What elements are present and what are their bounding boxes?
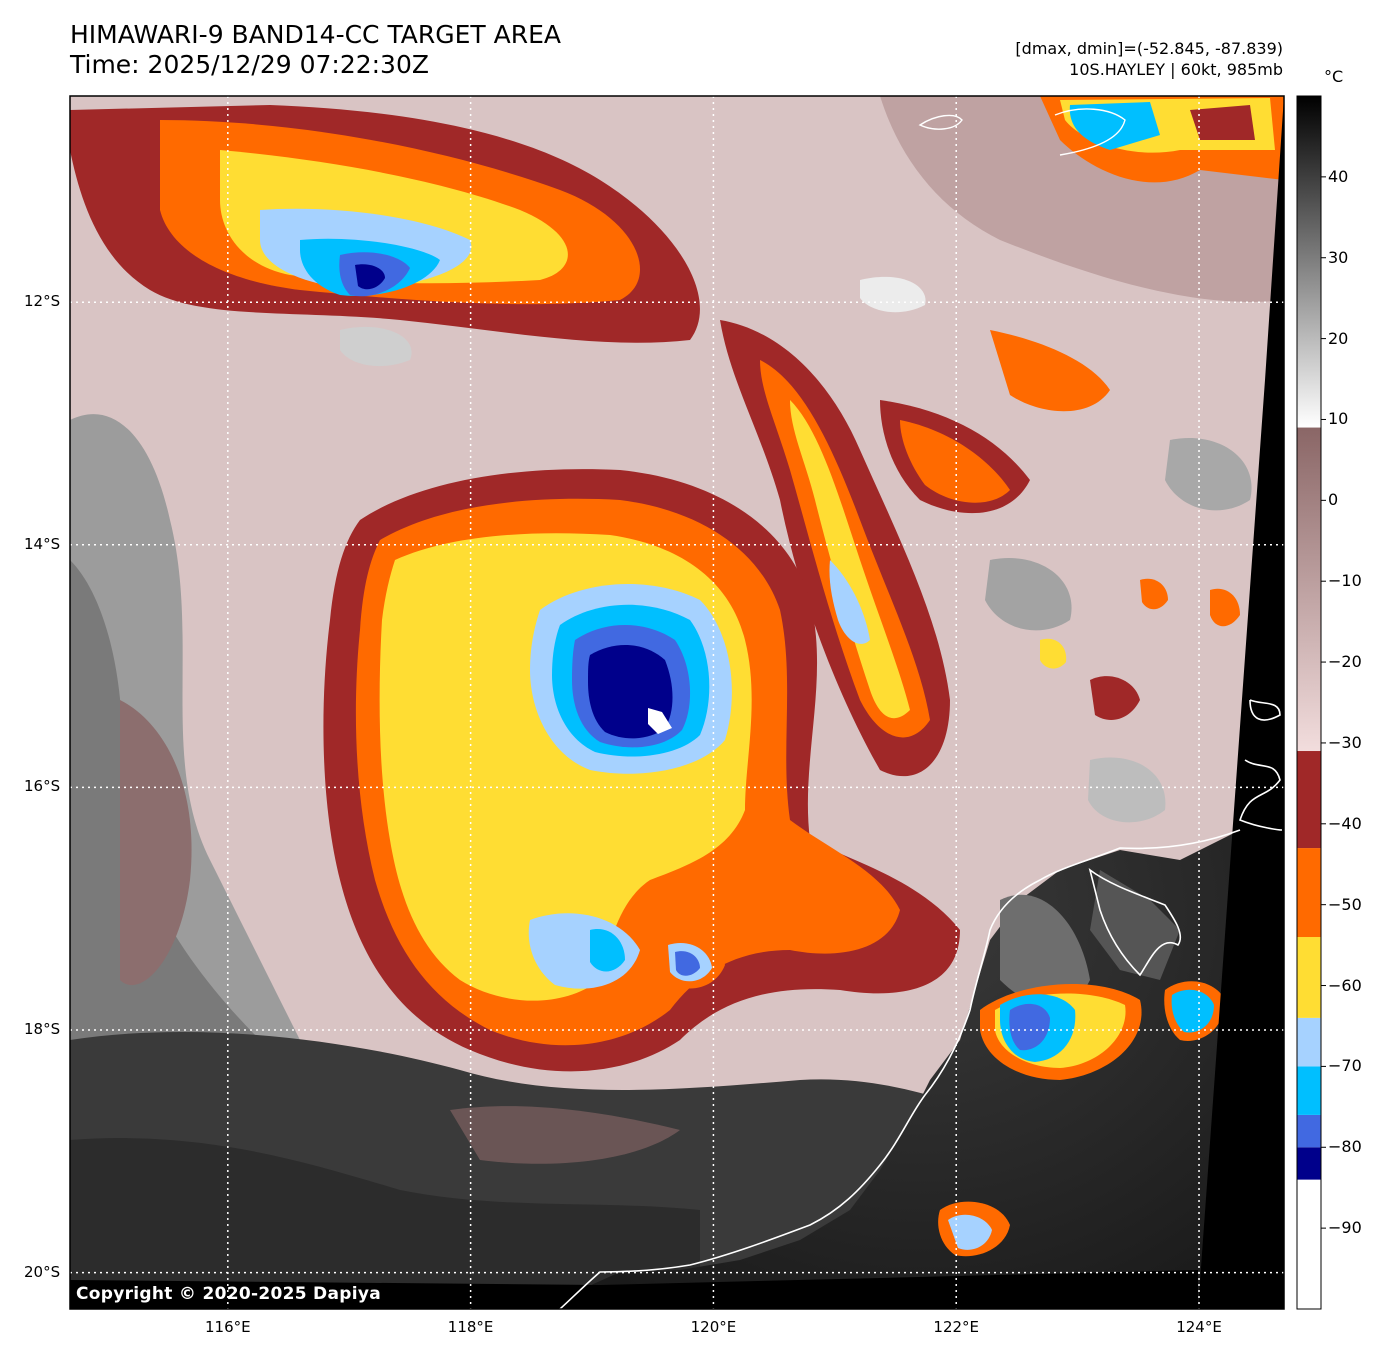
feeder-band-yellow [790, 400, 910, 719]
lon-label: 116°E [205, 1318, 251, 1336]
east-band-orange-2 [990, 330, 1110, 412]
lat-label: 16°S [24, 777, 61, 796]
e-cell-yellow [1040, 638, 1067, 669]
colorbar-band [1297, 1147, 1321, 1180]
colorbar-band [1297, 937, 1321, 1018]
colorbar-ticks [1321, 176, 1326, 1229]
land-cloud-1 [1000, 894, 1090, 1007]
no-data-bottom [70, 1270, 1198, 1309]
lat-label: 14°S [24, 534, 61, 553]
lat-label: 18°S [24, 1020, 61, 1038]
lon-label: 120°E [690, 1318, 737, 1336]
coastline-gulf [1088, 868, 1182, 977]
lat-label: 20°S [24, 1262, 61, 1281]
lon-label: 124°E [1176, 1318, 1222, 1336]
australia-land [560, 650, 1284, 1309]
colorbar-band [1297, 751, 1321, 849]
south-cirrus [450, 1106, 680, 1164]
colorbar-frame [1296, 95, 1322, 1310]
colorbar-band [1297, 1017, 1321, 1067]
lat-label: 12°S [24, 292, 61, 311]
e-gray-cloud-3 [1088, 757, 1166, 823]
west-cirrus-patch [120, 700, 192, 986]
n-gray-cloud-2 [860, 276, 926, 313]
lon-label: 118°E [447, 1318, 494, 1336]
colorbar-tick-label: 10 [1328, 409, 1349, 429]
colorbar-tick-label: 40 [1328, 166, 1349, 186]
figure-title: HIMAWARI-9 BAND14-CC TARGET AREA Time: 2… [70, 20, 561, 80]
east-band-orange [900, 420, 1010, 503]
e-gray-cloud-1 [985, 558, 1072, 631]
lon-label: 122°E [933, 1318, 980, 1336]
colorbar-unit: °C [1324, 67, 1344, 86]
s-cell-lightblue [948, 1214, 992, 1250]
map-frame [69, 95, 1285, 1310]
coastline [559, 699, 1283, 1310]
coastline-island [918, 114, 963, 130]
storm-info: [dmax, dmin]=(-52.845, -87.839) 10S.HAYL… [1015, 38, 1283, 80]
colorbar-tick-label: −30 [1328, 732, 1362, 752]
storm-coldest-core [648, 708, 672, 734]
colorbar-band [1297, 848, 1321, 938]
west-clear-sky-dark [70, 560, 260, 1040]
e-cell-orange-2 [1210, 588, 1240, 627]
colorbar-tick-label: −70 [1328, 1056, 1362, 1076]
e-cell-orange [1140, 578, 1168, 610]
colorbar-tick-label: −40 [1328, 813, 1362, 833]
storm-outer-cell-2-blue [675, 951, 700, 976]
title-line-2: Time: 2025/12/29 07:22:30Z [70, 50, 429, 79]
colorbar-gray-section [1297, 96, 1321, 428]
colorbar-tick-label: −80 [1328, 1137, 1362, 1157]
coastline-north [1054, 108, 1126, 156]
feeder-band-lightblue [829, 560, 870, 644]
colorbar-tick-label: 30 [1328, 247, 1349, 267]
kimberley-cloud [1090, 870, 1180, 980]
colorbar-tick-label: −60 [1328, 975, 1362, 995]
no-data-swath [1198, 96, 1284, 1309]
storm-info-line: 10S.HAYLEY | 60kt, 985mb [1069, 60, 1283, 79]
colorbar-tick-label: −50 [1328, 894, 1362, 914]
colorbar-band [1297, 1179, 1321, 1309]
se-cell-blue [1009, 1003, 1050, 1051]
ne-storm-cyan [1069, 102, 1160, 150]
n-gray-cloud [340, 326, 412, 367]
graticule [70, 96, 1284, 1309]
colorbar-band [1297, 1114, 1321, 1148]
colorbar-pink-section [1297, 427, 1321, 752]
nw-band-darkblue [355, 264, 385, 290]
copyright-text: Copyright © 2020-2025 Dapiya [76, 1284, 381, 1304]
title-line-1: HIMAWARI-9 BAND14-CC TARGET AREA [70, 20, 562, 49]
colorbar-band [1297, 1066, 1321, 1115]
range-info: [dmax, dmin]=(-52.845, -87.839) [1015, 39, 1283, 58]
colorbar-tick-label: −20 [1328, 652, 1362, 672]
e-cell-red [1090, 676, 1140, 720]
se-cell-2-cyan [1171, 989, 1214, 1033]
colorbar-tick-label: 0 [1328, 490, 1339, 510]
colorbar-tick-label: −10 [1328, 571, 1362, 591]
colorbar [1297, 96, 1321, 1309]
colorbar-tick-label: 20 [1328, 328, 1349, 348]
e-gray-cloud-2 [1165, 438, 1252, 511]
ne-storm-red [1190, 105, 1255, 140]
colorbar-tick-label: −90 [1328, 1218, 1362, 1238]
imagery-layer [70, 96, 1284, 1309]
storm-outer-cell-cyan [590, 929, 625, 972]
